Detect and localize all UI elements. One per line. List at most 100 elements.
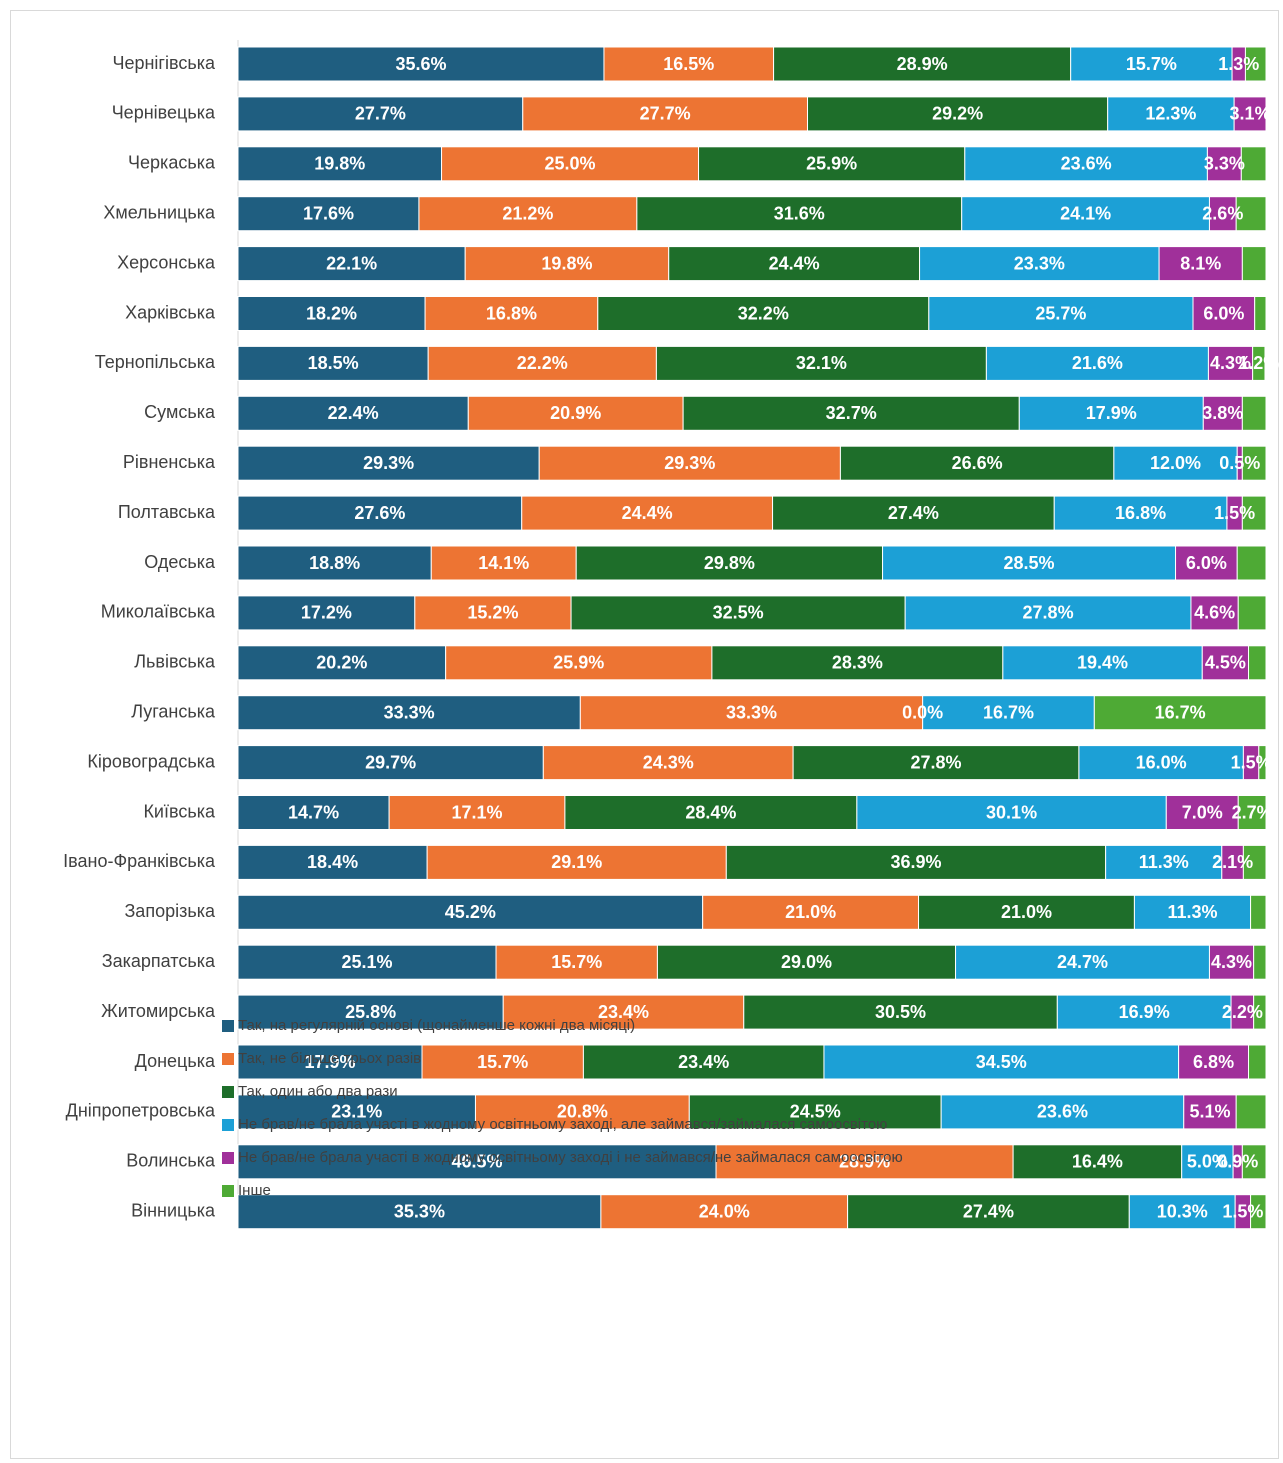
bar-segment	[955, 944, 1210, 980]
bar-segment	[237, 695, 581, 731]
bar-segment	[1207, 345, 1254, 381]
data-label: 23.4%	[678, 1052, 729, 1072]
data-label: 22.2%	[517, 353, 568, 373]
bar-segment	[237, 246, 466, 282]
bar-segment	[237, 46, 605, 82]
category-label: Полтавська	[118, 502, 216, 522]
data-label: 28.3%	[832, 653, 883, 673]
bar-segment	[1253, 994, 1267, 1030]
category-label: Одеська	[144, 552, 216, 572]
data-label: 1.3%	[1218, 54, 1259, 74]
bar-segment	[597, 296, 930, 331]
data-label: 29.3%	[664, 453, 715, 473]
data-label: 32.7%	[826, 403, 877, 423]
bar-segment	[725, 844, 1107, 880]
bar-segment	[702, 894, 920, 930]
data-label: 2.6%	[1202, 203, 1243, 223]
data-label: 27.7%	[355, 104, 406, 124]
data-label: 1.5%	[1214, 503, 1255, 523]
data-label: 4.3%	[1211, 952, 1252, 972]
bar-segment	[1241, 246, 1267, 282]
legend-swatch	[222, 1086, 234, 1098]
data-label: 15.7%	[1126, 54, 1177, 74]
bar-segment	[564, 795, 858, 830]
category-label: Кіровоградська	[87, 751, 216, 771]
bar-segment	[792, 745, 1080, 781]
category-label: Харківська	[125, 302, 216, 322]
data-label: 5.0%	[1187, 1152, 1228, 1172]
legend-label: Так, на регулярній основі (щонайменше ко…	[238, 1017, 635, 1034]
data-label: 18.2%	[306, 303, 357, 323]
data-label: 16.8%	[1115, 503, 1166, 523]
data-label: 29.8%	[704, 553, 755, 573]
bar-segment	[600, 1194, 849, 1230]
category-label: Івано-Франківська	[63, 851, 216, 871]
data-label: 14.1%	[478, 553, 529, 573]
data-label: 6.0%	[1203, 303, 1244, 323]
bar-segment	[1201, 645, 1250, 681]
data-label: 11.3%	[1139, 852, 1189, 872]
data-label: 19.8%	[541, 253, 592, 273]
data-label: 24.1%	[1060, 203, 1111, 223]
data-label: 6.8%	[1193, 1052, 1234, 1072]
data-label: 45.2%	[445, 902, 496, 922]
legend-swatch	[222, 1020, 234, 1032]
bar-segment	[237, 595, 416, 631]
data-label: 19.8%	[314, 154, 365, 174]
data-label: 20.8%	[557, 1102, 608, 1122]
bar-segment	[430, 545, 577, 581]
bar-segment	[985, 345, 1209, 381]
bar-segment	[1208, 944, 1255, 980]
data-label: 25.9%	[806, 154, 857, 174]
bar-segment	[237, 146, 443, 182]
bar-segment	[1190, 595, 1239, 631]
bar-segment	[1107, 96, 1235, 132]
bar-segment	[1056, 994, 1232, 1030]
data-label: 17.1%	[451, 802, 502, 822]
legend-swatch	[222, 1152, 234, 1164]
data-label: 30.5%	[875, 1002, 926, 1022]
bar-segment	[688, 1094, 942, 1130]
category-label: Львівська	[134, 652, 216, 672]
data-label: 12.0%	[1150, 453, 1201, 473]
data-label: 1.2%	[1238, 353, 1279, 373]
bar-segment	[467, 395, 684, 431]
data-label: 16.7%	[1155, 702, 1206, 722]
bar-segment	[570, 595, 906, 631]
bar-segment	[839, 445, 1115, 481]
legend-label: Не брав/не брала участі в жодному освітн…	[238, 1149, 903, 1166]
data-label: 25.1%	[341, 952, 392, 972]
legend-swatch	[222, 1053, 234, 1065]
category-label: Херсонська	[117, 252, 216, 272]
data-label: 18.4%	[307, 852, 358, 872]
data-label: 5.1%	[1189, 1102, 1230, 1122]
data-label: 27.4%	[888, 503, 939, 523]
bar-segment	[237, 894, 704, 930]
data-label: 2.7%	[1232, 802, 1273, 822]
data-label: 26.6%	[952, 453, 1003, 473]
bar-segment	[1165, 795, 1239, 830]
category-label: Рівненська	[123, 452, 216, 472]
bar-segment	[582, 1044, 825, 1080]
data-label: 35.3%	[394, 1201, 445, 1221]
bar-segment	[237, 944, 497, 980]
data-label: 27.8%	[1023, 603, 1074, 623]
data-label: 25.0%	[545, 154, 596, 174]
data-label: 32.1%	[796, 353, 847, 373]
data-label: 28.9%	[897, 54, 948, 74]
bar-segment	[1250, 1194, 1267, 1230]
bar-segment	[1252, 345, 1266, 381]
category-label: Черкаська	[128, 153, 216, 173]
data-label: 46.5%	[451, 1152, 502, 1172]
bar-segment	[237, 1194, 602, 1230]
bar-segment	[682, 395, 1020, 431]
category-label: Луганська	[131, 701, 216, 721]
bar-segment	[538, 445, 841, 481]
data-label: 25.9%	[553, 653, 604, 673]
data-label: 22.4%	[328, 403, 379, 423]
data-label: 20.9%	[550, 403, 601, 423]
bar-segment	[636, 196, 963, 232]
data-label: 1.5%	[1222, 1201, 1263, 1221]
frame	[10, 10, 1279, 1459]
category-label: Житомирська	[101, 1001, 216, 1021]
